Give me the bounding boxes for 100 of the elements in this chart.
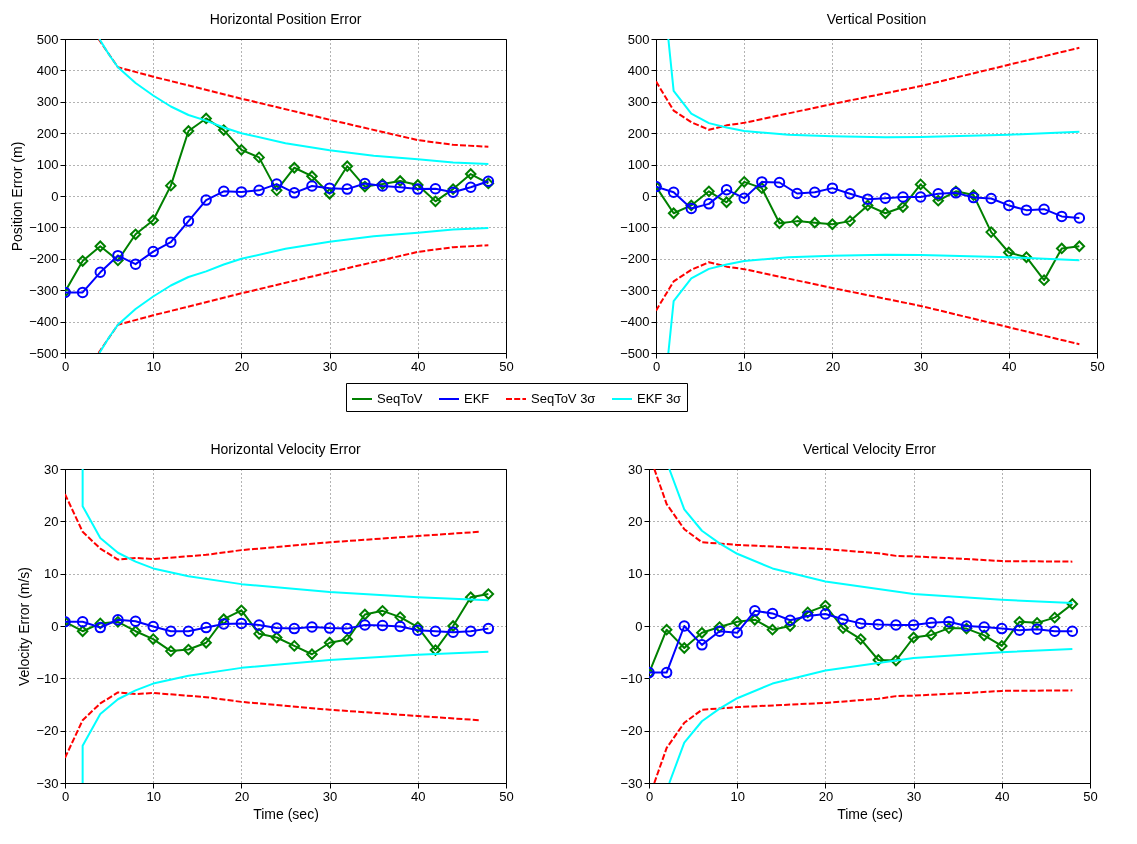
point	[288, 622, 301, 635]
point	[1031, 623, 1043, 635]
y-tick-label: 300	[627, 94, 650, 110]
point	[914, 178, 927, 191]
point	[129, 258, 142, 270]
x-axis-title: Time (sec)	[837, 805, 903, 822]
point	[341, 183, 353, 195]
point	[738, 176, 750, 188]
point	[749, 613, 761, 626]
point	[1048, 611, 1061, 624]
point	[854, 633, 867, 645]
chart-title: Horizontal Position Error	[209, 11, 362, 27]
point	[306, 648, 318, 660]
point	[766, 607, 779, 620]
point	[94, 266, 107, 279]
point	[802, 610, 814, 622]
point	[925, 629, 937, 641]
point	[464, 181, 477, 193]
chart-title: Vertical Velocity Error	[802, 441, 937, 457]
y-tick-label: 200	[627, 125, 650, 141]
point	[879, 207, 892, 220]
point	[1031, 617, 1043, 629]
y-tick-label: 200	[36, 125, 59, 141]
y-tick-label: −10	[36, 670, 59, 686]
point	[932, 188, 944, 200]
point	[731, 627, 743, 639]
point	[306, 621, 318, 633]
point	[837, 622, 849, 634]
point	[667, 207, 680, 220]
x-tick-label: 50	[499, 788, 514, 804]
y-tick-label: 30	[44, 461, 59, 477]
point	[861, 199, 874, 212]
legend-label: SeqToV	[377, 391, 423, 406]
point	[359, 608, 371, 621]
point	[182, 125, 195, 137]
x-tick-label: 40	[1002, 358, 1017, 374]
point	[703, 185, 715, 198]
x-tick-label: 20	[234, 358, 250, 374]
point	[667, 186, 680, 198]
point	[129, 615, 142, 628]
y-tick-label: 30	[628, 461, 643, 477]
point	[394, 611, 406, 623]
point	[720, 196, 733, 209]
point	[76, 616, 89, 628]
point	[218, 613, 230, 625]
point	[773, 217, 786, 230]
chart-title: Horizontal Velocity Error	[210, 441, 361, 457]
y-tick-label: 0	[51, 188, 59, 204]
point	[165, 625, 177, 637]
x-tick-label: 50	[1083, 788, 1098, 804]
point	[464, 168, 477, 180]
point	[1066, 598, 1079, 610]
point	[129, 228, 142, 241]
x-tick-label: 30	[913, 358, 929, 374]
point	[872, 654, 885, 666]
point	[182, 215, 195, 227]
y-tick-label: −10	[620, 670, 643, 686]
point	[147, 633, 159, 645]
point	[996, 640, 1008, 652]
point	[826, 182, 839, 194]
point	[218, 185, 230, 198]
point	[482, 622, 495, 635]
legend-label: EKF	[464, 391, 490, 406]
point	[165, 645, 177, 657]
point	[76, 625, 89, 637]
point	[147, 245, 159, 258]
x-tick-label: 30	[322, 788, 338, 804]
point	[394, 181, 406, 193]
point	[897, 191, 909, 203]
point	[914, 191, 927, 203]
point	[94, 621, 107, 634]
line-series	[656, 46, 1081, 131]
point	[943, 616, 955, 628]
point	[826, 218, 839, 230]
y-tick-label: 400	[36, 62, 59, 78]
line-series	[653, 469, 1074, 563]
legend-label: EKF 3σ	[637, 391, 682, 406]
point	[253, 619, 265, 631]
y-tick-label: −20	[620, 723, 643, 739]
line-series	[65, 493, 481, 561]
point	[482, 588, 495, 600]
y-tick-label: 10	[44, 566, 59, 582]
point	[429, 195, 442, 208]
point	[907, 619, 920, 631]
x-tick-label: 50	[1090, 358, 1105, 374]
point	[756, 176, 768, 188]
point	[713, 625, 726, 637]
point	[447, 620, 459, 632]
point	[1003, 246, 1015, 259]
point	[819, 608, 832, 620]
point	[200, 112, 212, 125]
x-tick-label: 30	[906, 788, 922, 804]
y-tick-label: −200	[29, 251, 59, 267]
x-axis-title: Time (sec)	[253, 805, 319, 822]
line-series	[656, 261, 1081, 346]
y-tick-label: −500	[29, 345, 59, 361]
point	[897, 201, 909, 213]
point	[784, 620, 796, 632]
point	[1073, 240, 1086, 252]
point	[218, 618, 230, 630]
